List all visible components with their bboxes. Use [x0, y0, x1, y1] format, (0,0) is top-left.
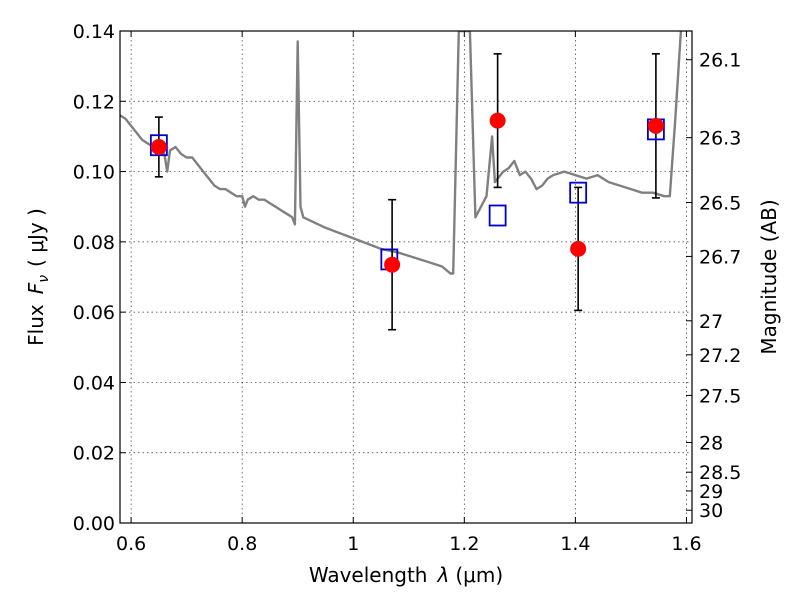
- x-axis-label: Wavelength λ (μm): [309, 563, 503, 587]
- y-tick-label: 0.10: [73, 162, 115, 184]
- observed-point: [150, 138, 167, 155]
- y-tick-label: 0.08: [73, 232, 115, 254]
- y-tick-label: 0.04: [73, 372, 115, 394]
- x-tick-label: 1.6: [671, 533, 701, 555]
- y2-tick-label: 30: [699, 500, 723, 522]
- y2-tick-label: 26.7: [699, 246, 741, 268]
- model-photometry-square: [488, 204, 507, 227]
- right-axis-label: Magnitude (AB): [757, 199, 781, 354]
- x-tick-label: 0.6: [116, 533, 146, 555]
- y-tick-label: 0.12: [73, 91, 115, 113]
- y2-tick-label: 26.1: [699, 50, 741, 72]
- grid: [120, 30, 692, 524]
- y-tick-label: 0.00: [73, 513, 115, 535]
- x-tick-label: 1.2: [449, 533, 479, 555]
- x-axis: 0.6 0.8 1 1.2 1.4 1.6: [116, 31, 702, 555]
- y-axis-label: FluxFν( μJy ): [24, 208, 52, 346]
- y2-tick-label: 27.2: [699, 345, 741, 367]
- y-tick-label: 0.06: [73, 302, 115, 324]
- y-tick-label: 0.14: [73, 21, 115, 43]
- y-tick-label: 0.02: [73, 443, 115, 465]
- x-tick-label: 1.4: [560, 533, 590, 555]
- y2-tick-label: 26.5: [699, 192, 741, 214]
- observed-point: [647, 117, 664, 134]
- observed-point: [570, 240, 587, 257]
- x-tick-label: 1: [347, 533, 359, 555]
- y2-tick-label: 28: [699, 432, 723, 454]
- x-tick-label: 0.8: [227, 533, 257, 555]
- model-photometry-points: [149, 118, 665, 271]
- y-axis: 0.00 0.02 0.04 0.06 0.08 0.10 0.12 0.14: [73, 21, 126, 535]
- model-photometry-square: [149, 134, 168, 157]
- observed-point: [489, 112, 506, 129]
- plot-frame: [119, 30, 693, 524]
- observed-point: [384, 256, 401, 273]
- y2-tick-label: 27.5: [699, 385, 741, 407]
- observed-points: [150, 112, 664, 273]
- model-photometry-square: [569, 181, 588, 204]
- y2-tick-label: 26.3: [699, 128, 741, 150]
- y2-tick-label: 28.5: [699, 462, 741, 484]
- y2-tick-label: 27: [699, 311, 723, 333]
- y2-tick-label: 29: [699, 481, 723, 503]
